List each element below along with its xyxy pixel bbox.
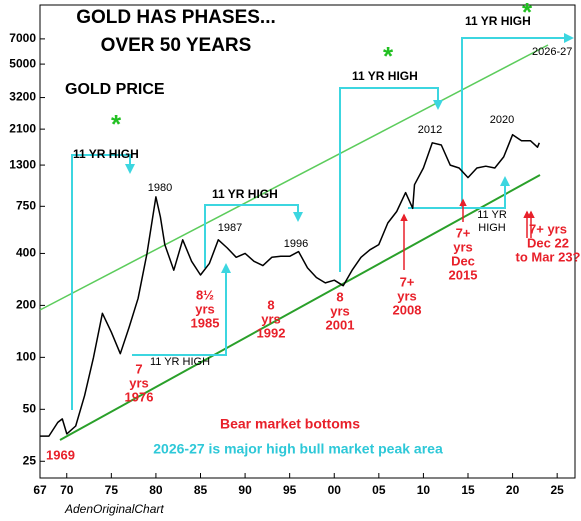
annotation: 2001 (326, 317, 355, 332)
y-tick-label: 25 (23, 453, 37, 467)
x-tick-label: 20 (506, 483, 520, 497)
annotation: 2008 (393, 302, 422, 317)
x-tick-label: 75 (105, 483, 119, 497)
x-tick-label: 25 (550, 483, 564, 497)
annotation: Dec (451, 253, 475, 268)
cyan-brackets (71, 33, 574, 410)
lower-trendline (59, 174, 541, 441)
annotation: 2026-27 (532, 46, 572, 58)
y-tick-label: 400 (16, 246, 36, 260)
annotation: 1987 (218, 222, 242, 234)
annotation: 1992 (257, 325, 286, 340)
x-tick-label: 10 (417, 483, 431, 497)
annotation: 1996 (284, 238, 308, 250)
annotation: Bear market bottoms (220, 416, 360, 432)
y-tick-label: 750 (16, 198, 36, 212)
y-tick-label: 2100 (9, 121, 36, 135)
annotation: 2026-27 is major high bull market peak a… (153, 441, 443, 457)
x-tick-label: 67 (33, 483, 47, 497)
y-tick-label: 5000 (9, 56, 36, 70)
annotation: 8 (267, 297, 274, 312)
annotation: 1980 (148, 182, 172, 194)
annotation: yrs (129, 375, 149, 390)
annotation: 7 (135, 361, 142, 376)
annotation: yrs (453, 239, 473, 254)
y-tick-label: 1300 (9, 157, 36, 171)
annotation: to Mar 23? (515, 249, 580, 264)
y-tick-label: 100 (16, 350, 36, 364)
annotation: 8 (336, 289, 343, 304)
annotation: HIGH (478, 222, 506, 234)
x-tick-label: 85 (194, 483, 208, 497)
annotation: 11 YR HIGH (465, 14, 531, 28)
price-line (40, 133, 540, 437)
annotation: 1985 (191, 315, 220, 330)
x-tick-label: 00 (328, 483, 342, 497)
annotation: 11 YR HIGH (212, 187, 278, 201)
x-tick-label: 15 (461, 483, 475, 497)
annotation: yrs (397, 288, 417, 303)
plot-frame (39, 4, 576, 479)
annotation: 2012 (418, 124, 442, 136)
annotation: 11 YR HIGH (352, 69, 418, 83)
upper-trendline (39, 44, 549, 311)
annotation: * (383, 41, 394, 71)
annotation: 1976 (125, 389, 154, 404)
annotation: yrs (195, 301, 215, 316)
annotation: * (522, 0, 533, 27)
annotation: Dec 22 (527, 235, 569, 250)
annotation: 1969 (46, 447, 75, 462)
chart-title: GOLD HAS PHASES... (76, 7, 276, 28)
x-tick-label: 70 (60, 483, 74, 497)
annotation: yrs (330, 303, 350, 318)
y-tick-label: 7000 (9, 31, 36, 45)
y-tick-label: 3200 (9, 90, 36, 104)
annotation: 2020 (490, 114, 514, 126)
x-tick-label: 80 (149, 483, 163, 497)
y-tick-label: 200 (16, 298, 36, 312)
x-tick-label: 95 (283, 483, 297, 497)
chart-subtitle: OVER 50 YEARS (101, 35, 252, 56)
x-tick-label: 90 (238, 483, 252, 497)
annotation: 7+ (400, 274, 415, 289)
annotation: 7+ (456, 225, 471, 240)
annotation: 8½ (196, 287, 214, 302)
y-tick-label: 50 (23, 401, 37, 415)
annotation: 11 YR (477, 209, 507, 221)
annotation: * (111, 109, 122, 139)
y-label: GOLD PRICE (65, 81, 165, 98)
source: AdenOriginalChart (64, 502, 164, 516)
annotation: 11 YR HIGH (73, 147, 139, 161)
red-arrows (400, 198, 535, 270)
annotation: 7+ yrs (529, 221, 567, 236)
annotation: 11 YR HIGH (150, 356, 210, 368)
annotation: yrs (261, 311, 281, 326)
x-tick-label: 05 (372, 483, 386, 497)
annotation: 2015 (449, 267, 478, 282)
